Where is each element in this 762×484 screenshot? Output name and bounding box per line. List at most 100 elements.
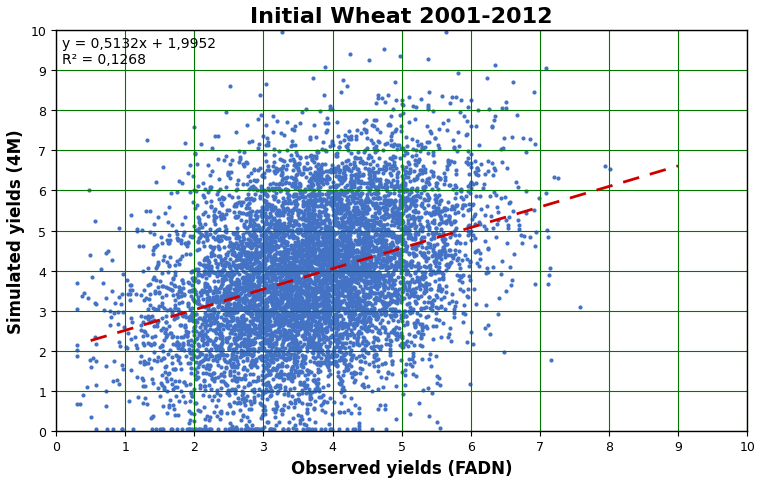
Point (238, 247, 250, 255)
Point (356, 252, 368, 260)
Point (279, 345, 291, 352)
Point (258, 282, 271, 290)
Point (389, 183, 401, 191)
Point (432, 192, 444, 200)
Point (345, 181, 357, 189)
Point (191, 183, 203, 191)
Point (347, 272, 359, 279)
Point (244, 272, 256, 280)
Point (325, 106, 337, 114)
Point (261, 192, 273, 200)
Point (203, 325, 216, 333)
Point (220, 308, 232, 316)
Point (241, 287, 253, 294)
Point (197, 194, 210, 202)
Point (248, 386, 261, 393)
Point (200, 228, 212, 236)
Point (330, 285, 342, 292)
Point (290, 265, 302, 273)
Point (291, 273, 303, 281)
Point (369, 145, 381, 152)
Point (207, 305, 219, 313)
Point (214, 345, 226, 352)
Point (264, 202, 276, 210)
Point (262, 221, 274, 229)
Point (455, 187, 467, 195)
Point (301, 322, 313, 330)
Point (256, 204, 268, 212)
Point (373, 252, 385, 260)
Point (303, 308, 315, 316)
Point (131, 228, 143, 236)
Point (354, 357, 366, 365)
Point (280, 256, 293, 264)
Point (257, 304, 269, 312)
Point (360, 272, 373, 279)
Point (421, 312, 434, 320)
Point (274, 305, 287, 313)
Point (238, 297, 250, 305)
Point (282, 195, 294, 203)
Point (104, 321, 117, 329)
Point (269, 287, 281, 294)
Point (326, 325, 338, 333)
Point (264, 298, 276, 305)
Point (166, 425, 178, 433)
Point (341, 187, 353, 195)
Point (342, 257, 354, 265)
Point (195, 292, 207, 300)
Point (219, 292, 231, 300)
Point (359, 359, 371, 366)
Point (235, 201, 248, 209)
Point (331, 206, 344, 213)
Point (304, 193, 316, 201)
Point (89, 218, 101, 226)
Point (299, 235, 312, 243)
Point (320, 256, 332, 264)
Point (363, 175, 376, 182)
Point (185, 317, 197, 324)
Point (396, 258, 408, 266)
Point (357, 180, 370, 188)
Point (360, 270, 372, 277)
Point (183, 425, 195, 433)
Point (334, 290, 346, 298)
Point (391, 332, 403, 339)
Point (189, 288, 201, 296)
Point (330, 289, 342, 297)
Point (469, 220, 481, 228)
Point (366, 212, 378, 220)
Point (248, 359, 261, 367)
Point (320, 296, 332, 303)
Point (300, 198, 312, 206)
Point (282, 298, 294, 306)
Point (351, 315, 363, 322)
Point (187, 392, 199, 400)
Point (218, 294, 230, 302)
Point (299, 250, 312, 258)
Point (276, 264, 288, 272)
Point (360, 225, 373, 233)
Point (371, 188, 383, 196)
Point (273, 274, 285, 282)
Point (309, 306, 321, 314)
Point (301, 303, 313, 311)
Point (223, 256, 235, 263)
Point (298, 381, 310, 389)
Point (267, 331, 279, 338)
Point (371, 239, 383, 247)
Point (434, 174, 447, 182)
Point (388, 233, 400, 241)
Point (339, 305, 351, 313)
Point (252, 425, 264, 433)
Point (224, 277, 236, 285)
Point (341, 227, 353, 234)
Point (309, 397, 322, 405)
Point (261, 339, 273, 347)
Point (341, 425, 353, 433)
Point (164, 306, 176, 314)
Point (321, 224, 333, 231)
Point (347, 208, 360, 215)
Point (408, 292, 421, 300)
Point (385, 255, 397, 263)
